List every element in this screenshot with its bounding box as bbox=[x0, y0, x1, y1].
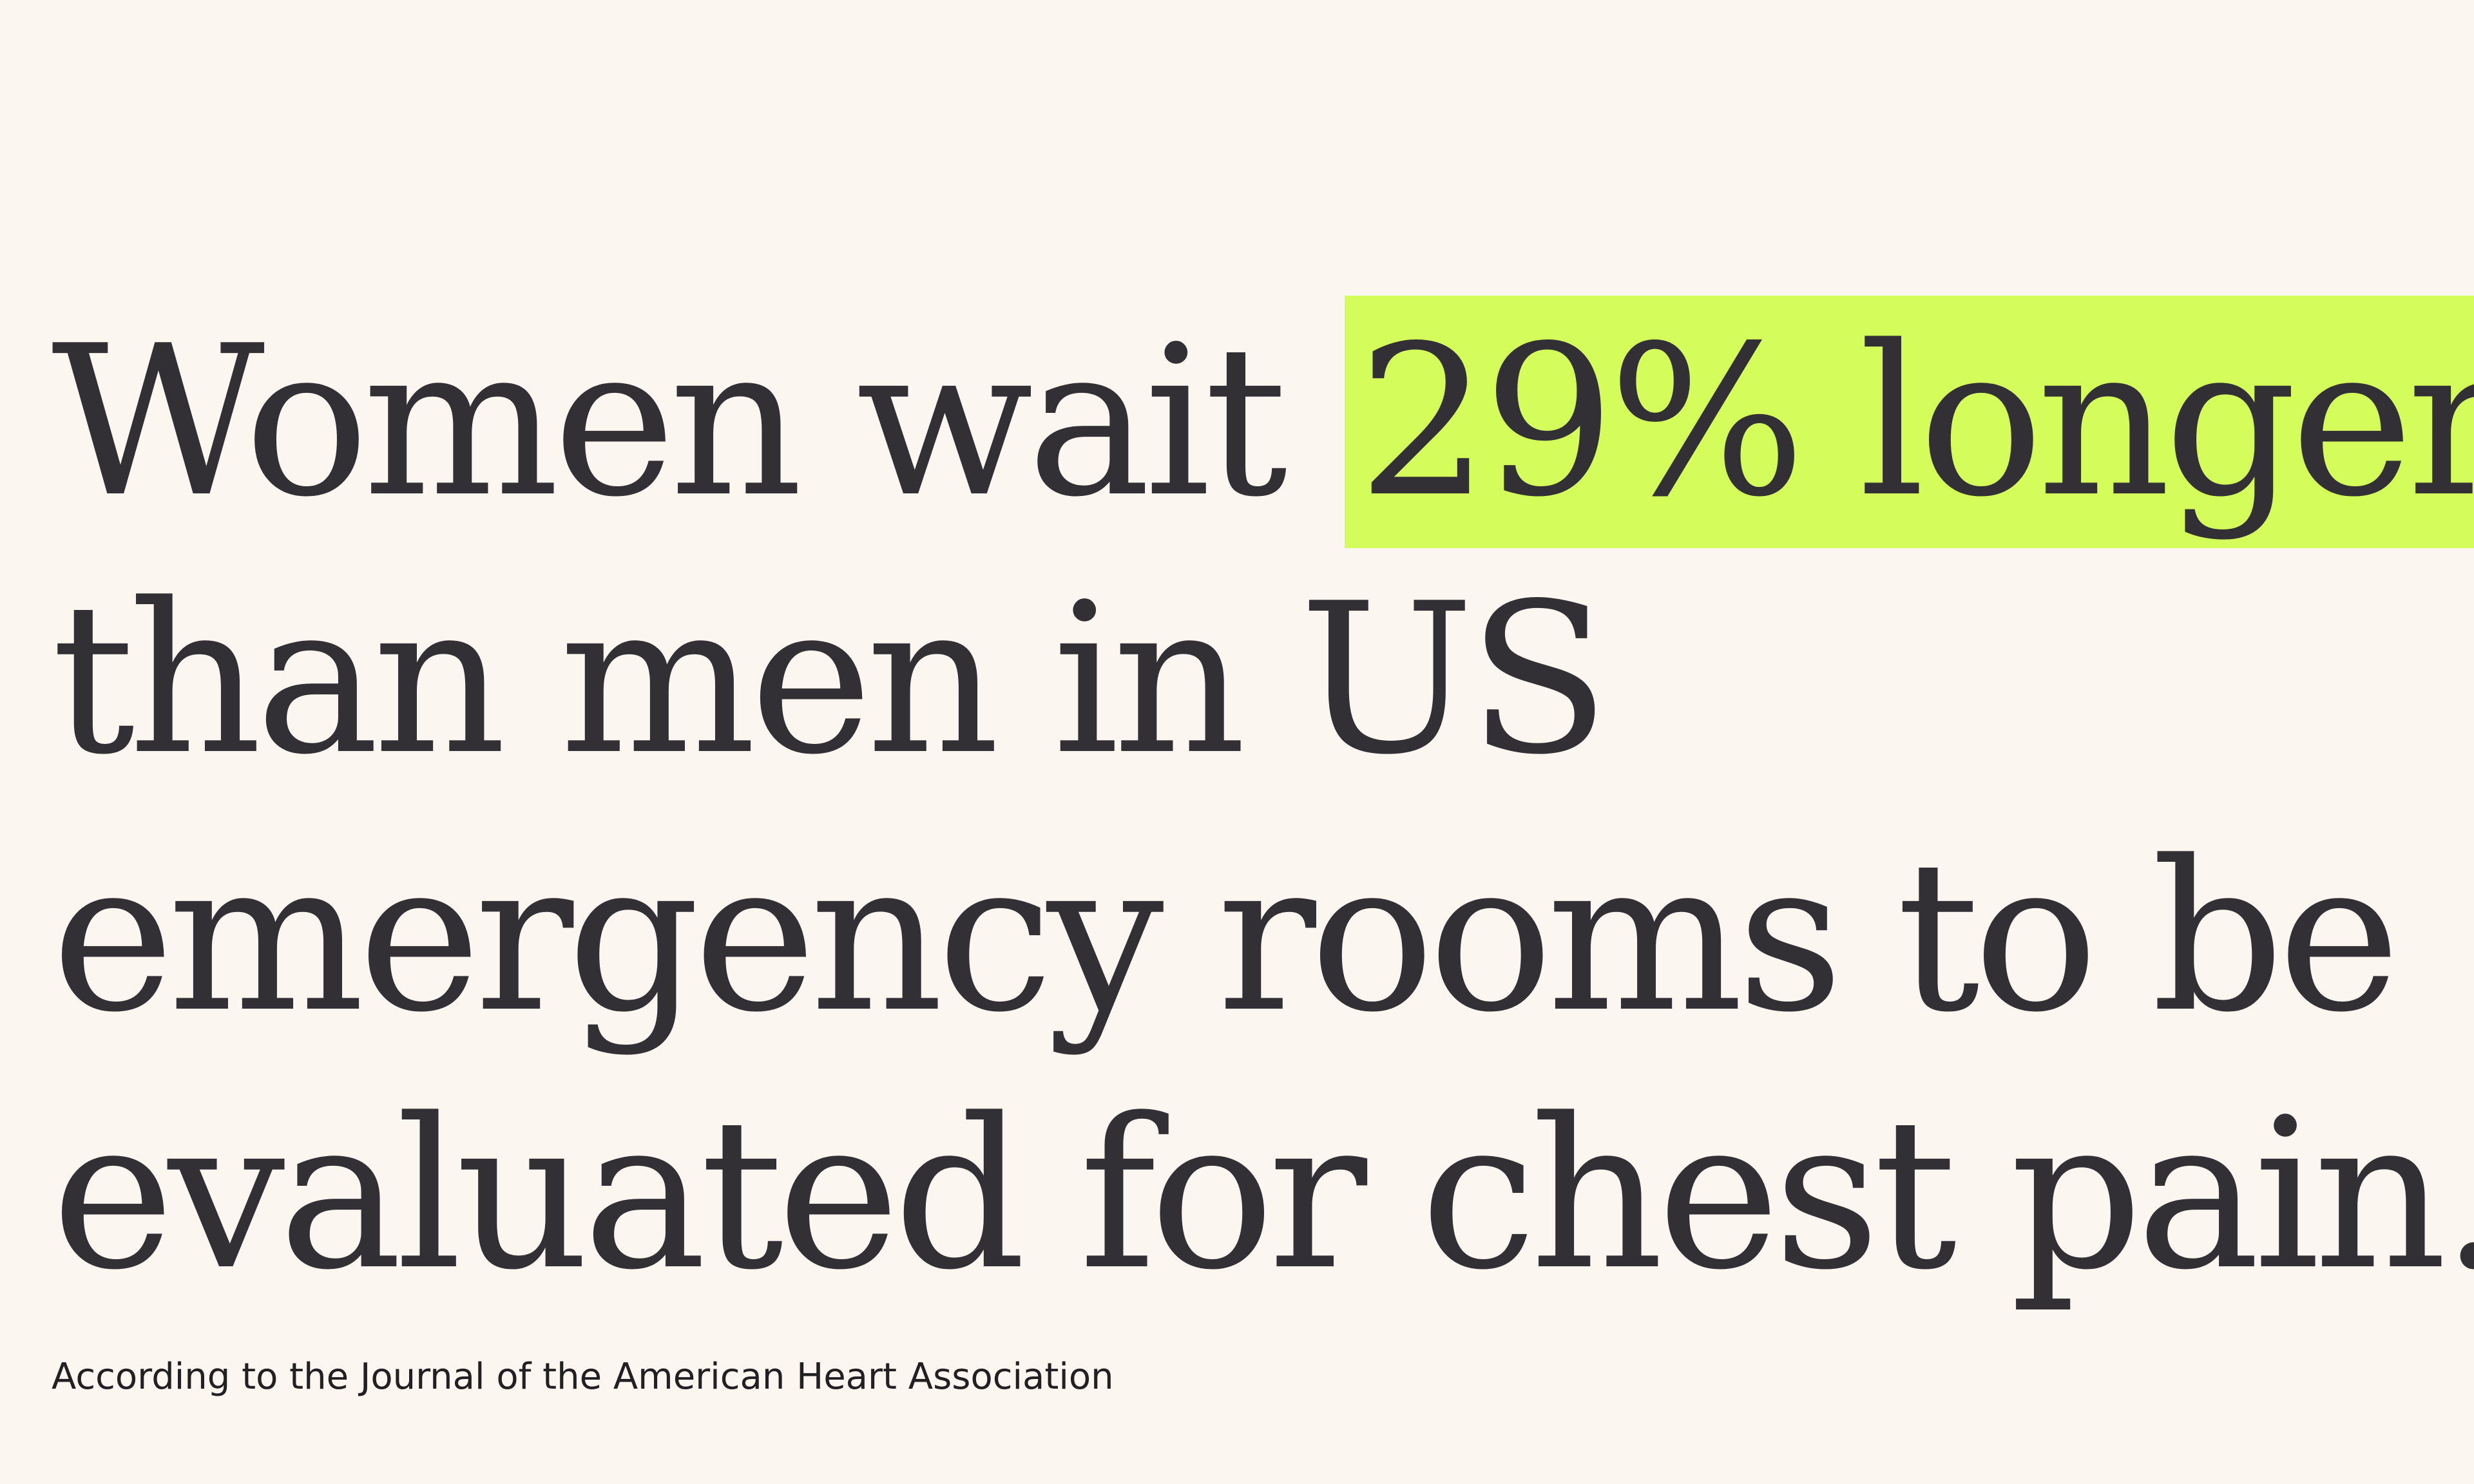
headline-text-before-highlight: Women wait bbox=[52, 301, 1341, 542]
headline: Women wait 29% longer than men in US eme… bbox=[52, 293, 2474, 1324]
headline-line-1: Women wait 29% longer bbox=[52, 293, 2474, 551]
source-note: According to the Journal of the American… bbox=[52, 1356, 1114, 1398]
headline-line-3: emergency rooms to be bbox=[52, 816, 2401, 1058]
headline-line-4: evaluated for chest pain. bbox=[52, 1074, 2474, 1315]
headline-line-2: than men in US bbox=[52, 558, 1610, 800]
highlighted-statistic: 29% longer bbox=[1344, 296, 2474, 548]
